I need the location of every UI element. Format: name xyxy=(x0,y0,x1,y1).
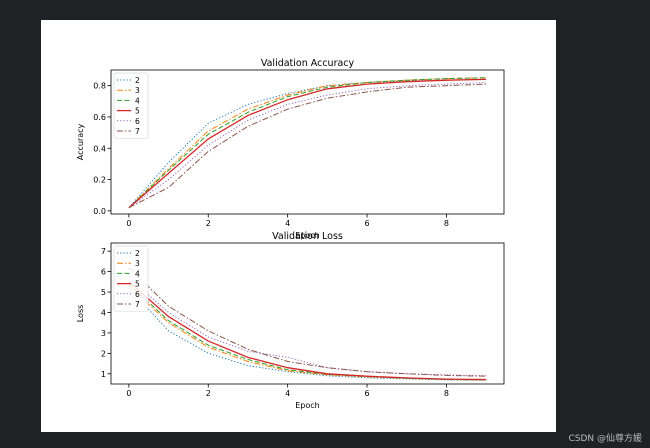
chart2-series-line-3 xyxy=(128,285,487,381)
chart2-legend-box xyxy=(113,245,149,312)
chart1-legend-label-2: 2 xyxy=(135,76,140,85)
chart-svg: 0 2 4 6 8 0.0 0.2 0.4 0.6 0.8 Validation Accuracy E… xyxy=(76,58,505,410)
chart2-legend-label-5: 5 xyxy=(135,280,140,289)
chart1-legend-label-4: 4 xyxy=(135,96,140,105)
chart2-axes-frame xyxy=(110,242,505,385)
chart1-y-tick-label: 0.2 xyxy=(93,176,106,185)
chart1-legend-box xyxy=(113,72,149,139)
chart1-x-tick-label: 4 xyxy=(285,219,290,228)
chart2-legend-label-4: 4 xyxy=(135,269,140,278)
chart2-series-line-5 xyxy=(128,281,487,381)
chart2-y-axis-label: Loss xyxy=(76,305,85,323)
chart2-series-line-6 xyxy=(128,277,487,377)
chart2-legend-label-6: 6 xyxy=(135,290,140,299)
chart2-x-tick-label: 2 xyxy=(206,389,211,398)
chart1-y-axis-label: Accuracy xyxy=(76,123,85,160)
chart1-legend-label-3: 3 xyxy=(135,86,140,95)
chart2-y-tick-label: 5 xyxy=(101,288,106,297)
chart1-legend-label-6: 6 xyxy=(135,117,140,126)
chart2-y-tick-label: 2 xyxy=(101,349,106,358)
chart1-x-tick-label: 6 xyxy=(364,219,369,228)
chart1-x-tick-label: 8 xyxy=(444,219,449,228)
chart1-series-line-4 xyxy=(128,77,487,209)
chart1-title: Validation Accuracy xyxy=(261,58,355,69)
chart2-y-tick-label: 1 xyxy=(101,370,106,379)
figure-canvas: 0 2 4 6 8 0.0 0.2 0.4 0.6 0.8 Validation Accuracy E… xyxy=(41,20,556,432)
chart1-y-tick-label: 0.4 xyxy=(93,144,106,153)
chart1-legend-label-7: 7 xyxy=(135,127,140,136)
chart2-y-tick-label: 7 xyxy=(101,247,106,256)
chart2-series-line-7 xyxy=(128,267,487,377)
chart2-x-tick-label: 4 xyxy=(285,389,290,398)
chart1-legend-label-5: 5 xyxy=(135,107,140,116)
chart2-x-tick-label: 6 xyxy=(364,389,369,398)
chart1-x-axis-label: Epoch xyxy=(295,231,320,240)
chart2-y-tick-label: 4 xyxy=(101,308,106,317)
chart2-x-tick-label: 8 xyxy=(444,389,449,398)
chart2-legend-label-2: 2 xyxy=(135,249,140,258)
chart1-series-line-7 xyxy=(128,83,487,209)
chart2-series-line-4 xyxy=(128,283,487,381)
chart1-x-tick-label: 2 xyxy=(206,219,211,228)
chart1-series-line-6 xyxy=(128,82,487,209)
chart2-y-tick-label: 6 xyxy=(101,268,106,277)
chart1-y-tick-label: 0.0 xyxy=(93,207,106,216)
chart2-legend-label-3: 3 xyxy=(135,259,140,268)
chart2-x-tick-label: 0 xyxy=(126,389,131,398)
chart2-title: Validation Loss xyxy=(272,231,343,242)
chart2-x-axis-label: Epoch xyxy=(295,401,320,410)
chart1-series-line-5 xyxy=(128,78,487,209)
chart1-y-tick-label: 0.6 xyxy=(93,113,106,122)
chart1-series-line-2 xyxy=(128,78,487,209)
chart2-legend-label-7: 7 xyxy=(135,300,140,309)
chart1-y-tick-label: 0.8 xyxy=(93,82,106,91)
chart2-y-tick-label: 3 xyxy=(101,329,106,338)
chart1-axes-frame xyxy=(110,69,505,215)
watermark: CSDN @仙尊方媛 xyxy=(568,434,642,444)
chart1-series-line-3 xyxy=(128,77,487,209)
chart1-x-tick-label: 0 xyxy=(126,219,131,228)
chart2-series-line-2 xyxy=(128,287,487,381)
